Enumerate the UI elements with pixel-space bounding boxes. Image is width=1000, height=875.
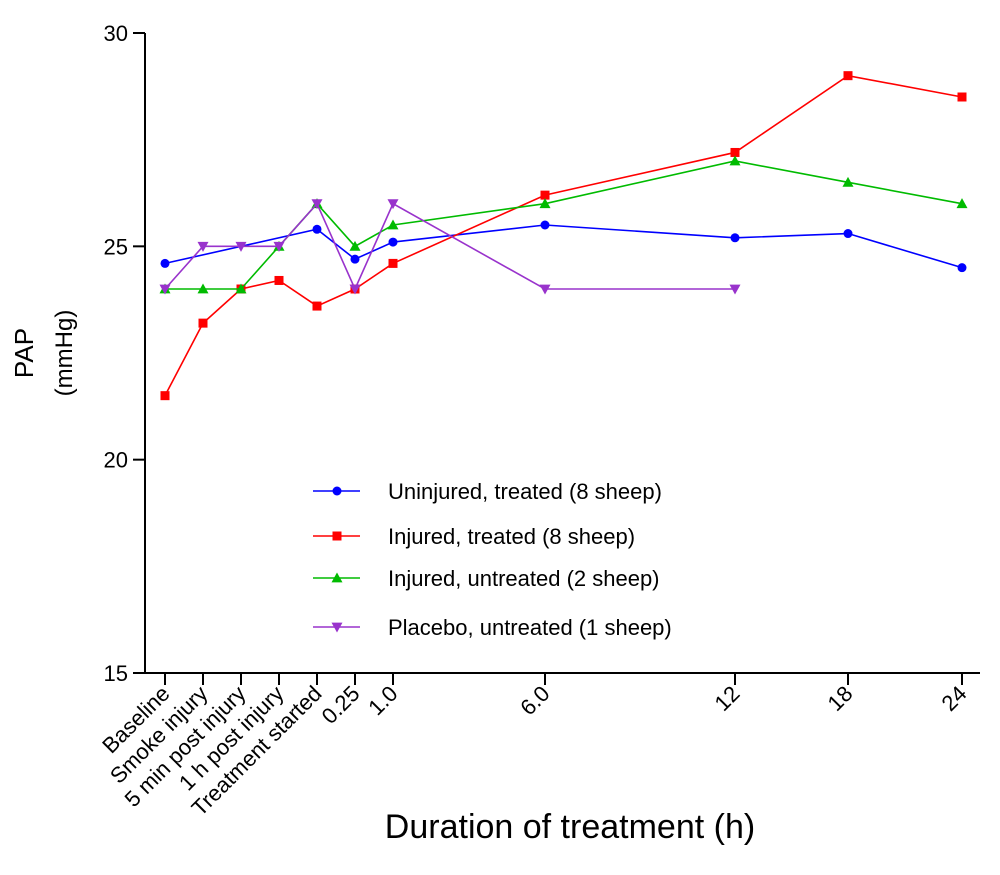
series-layer [159, 71, 968, 401]
series-line [165, 160, 963, 290]
data-point [160, 258, 170, 268]
data-point [387, 219, 399, 230]
data-point [387, 199, 399, 210]
y-ticks: 15 20 25 30 [104, 21, 145, 686]
data-point [388, 237, 398, 247]
data-point [159, 284, 171, 295]
data-point [730, 233, 740, 243]
data-point [540, 190, 550, 200]
data-point [274, 275, 284, 285]
legend-item: Placebo, untreated (1 sheep) [313, 615, 672, 640]
y-axis-unit: (mmHg) [51, 310, 78, 397]
x-tick-label: 6.0 [515, 681, 554, 720]
data-point [539, 198, 551, 209]
x-tick-label: 24 [937, 681, 972, 716]
legend-marker [331, 572, 343, 583]
legend-label: Injured, untreated (2 sheep) [388, 566, 660, 591]
data-point [197, 241, 209, 252]
legend-marker [332, 531, 342, 541]
data-point [311, 199, 323, 210]
series-2 [159, 155, 968, 294]
data-point [843, 229, 853, 239]
series-line [164, 74, 963, 397]
data-point [198, 318, 208, 328]
data-point [842, 176, 854, 187]
y-tick-label: 25 [104, 234, 128, 259]
data-point [160, 391, 170, 401]
data-point [843, 71, 853, 81]
legend-label: Placebo, untreated (1 sheep) [388, 615, 672, 640]
y-tick-label: 30 [104, 21, 128, 46]
y-tick-label: 20 [104, 448, 128, 473]
data-point [350, 254, 360, 264]
legend-item: Injured, untreated (2 sheep) [313, 566, 660, 591]
series-line [164, 224, 963, 269]
series-0 [160, 220, 967, 273]
legend-item: Uninjured, treated (8 sheep) [313, 479, 662, 504]
data-point [235, 283, 247, 294]
y-axis-title: PAP [9, 328, 39, 378]
data-point [312, 224, 322, 234]
data-point [388, 258, 398, 268]
x-tick-label: 0.25 [317, 681, 365, 729]
data-point [235, 241, 247, 252]
legend-item: Injured, treated (8 sheep) [313, 524, 635, 549]
series-3 [159, 199, 741, 295]
data-point [539, 284, 551, 295]
data-point [730, 147, 740, 157]
y-tick-label: 15 [104, 661, 128, 686]
x-axis-title: Duration of treatment (h) [385, 808, 755, 846]
legend-label: Injured, treated (8 sheep) [388, 524, 635, 549]
axes [144, 33, 980, 674]
legend: Uninjured, treated (8 sheep) Injured, tre… [313, 479, 672, 640]
data-point [349, 240, 361, 251]
data-point [957, 92, 967, 102]
data-point [729, 155, 741, 166]
data-point [349, 284, 361, 295]
data-point [197, 283, 209, 294]
x-tick-label: 18 [823, 681, 858, 716]
x-tick-label: 12 [710, 681, 745, 716]
data-point [729, 284, 741, 295]
data-point [540, 220, 550, 230]
legend-marker [331, 622, 343, 633]
data-point [957, 263, 967, 273]
x-tick-label: 1.0 [363, 681, 402, 720]
legend-label: Uninjured, treated (8 sheep) [388, 479, 662, 504]
data-point [312, 301, 322, 311]
data-point [956, 198, 968, 209]
data-point [273, 241, 285, 252]
legend-marker [332, 486, 342, 496]
